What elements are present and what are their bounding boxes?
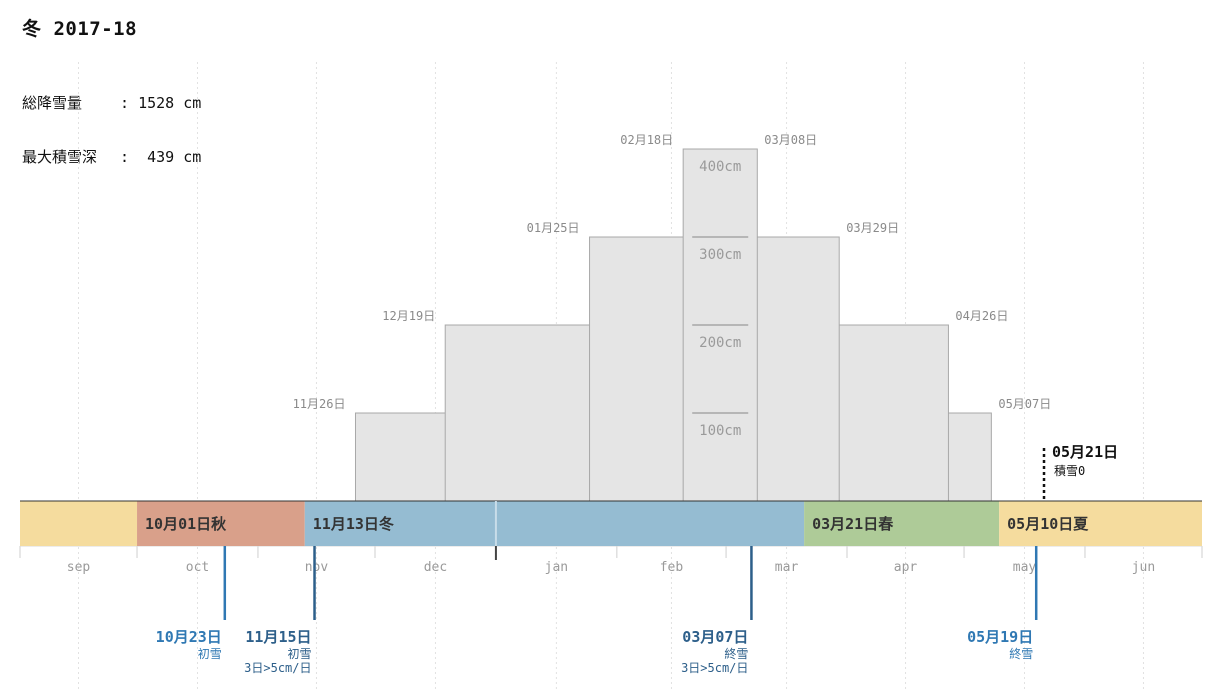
depth-tick-label: 400cm <box>699 159 741 175</box>
depth-tick-label: 200cm <box>699 335 741 351</box>
season-band-segment <box>20 501 138 546</box>
month-label-dec: dec <box>424 560 447 575</box>
season-label: 10月01日秋 <box>145 515 227 533</box>
snow-event-label: 終雪 <box>1009 646 1033 661</box>
total-snowfall-value: 1528 cm <box>138 94 202 112</box>
month-label-nov: nov <box>305 560 329 575</box>
season-label: 11月13日冬 <box>313 515 394 533</box>
season-band-segment <box>804 501 1000 546</box>
step-end-label: 03月08日 <box>764 133 817 147</box>
snow-event-label: 初雪 <box>198 647 222 661</box>
total-snowfall-label: 総降雪量 <box>22 94 83 112</box>
step-end-label: 05月07日 <box>998 397 1051 411</box>
step-start-label: 11月26日 <box>293 397 346 411</box>
snow-zero-date: 05月21日 <box>1052 443 1118 461</box>
depth-tick-label: 100cm <box>699 423 741 439</box>
page-title: 冬 2017-18 <box>22 18 138 40</box>
season-band-segment <box>304 501 805 546</box>
season-band-segment <box>999 501 1202 546</box>
month-label-feb: feb <box>660 560 684 575</box>
snow-zero-label: 積雪0 <box>1054 463 1085 478</box>
snow-event-date: 11月15日 <box>245 628 311 646</box>
month-label-jun: jun <box>1132 560 1155 575</box>
month-label-oct: oct <box>186 560 209 575</box>
depth-tick-label: 300cm <box>699 247 741 263</box>
snow-event-date: 10月23日 <box>156 628 222 646</box>
snow-event-date: 03月07日 <box>682 628 748 646</box>
step-start-label: 02月18日 <box>620 133 673 147</box>
month-label-sep: sep <box>67 560 91 575</box>
step-end-label: 04月26日 <box>955 309 1008 323</box>
snow-event-sublabel: 3日>5cm/日 <box>681 661 748 675</box>
snow-event-label: 初雪 <box>288 647 312 661</box>
snow-stats: 総降雪量: 1528 cm 最大積雪深: 439 cm <box>22 94 202 166</box>
season-label: 03月21日春 <box>812 515 893 533</box>
season-band-segment <box>137 501 305 546</box>
snow-event-sublabel: 3日>5cm/日 <box>244 661 311 675</box>
month-label-mar: mar <box>775 560 799 575</box>
snow-event-date: 05月19日 <box>967 628 1033 646</box>
season-label: 05月10日夏 <box>1007 515 1089 533</box>
snow-event-label: 終雪 <box>724 646 748 661</box>
step-end-label: 03月29日 <box>846 221 899 235</box>
max-depth-value: 439 cm <box>147 148 202 166</box>
month-label-may: may <box>1013 560 1037 575</box>
step-start-label: 01月25日 <box>527 221 580 235</box>
step-start-label: 12月19日 <box>382 309 435 323</box>
month-label-apr: apr <box>894 560 918 575</box>
month-label-jan: jan <box>545 560 568 575</box>
